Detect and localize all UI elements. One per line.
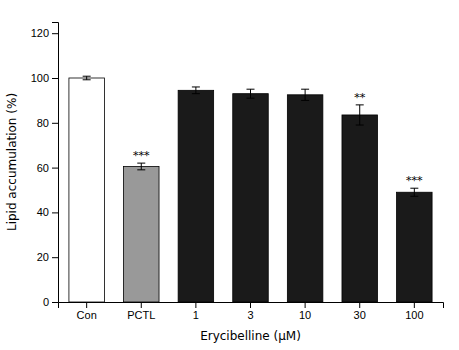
bar (233, 94, 268, 302)
x-tick: 1 (193, 302, 199, 321)
y-tick-label: 20 (37, 251, 49, 263)
error-bar-cap (356, 104, 364, 105)
x-tick: Con (77, 302, 97, 321)
y-tick: 0 (43, 296, 58, 308)
y-tick: 100 (31, 72, 58, 84)
error-bar-cap (247, 98, 255, 99)
x-tick-label: 100 (405, 309, 423, 321)
x-tick-label: 1 (193, 309, 199, 321)
significance-label: *** (406, 174, 423, 187)
y-axis-title: Lipid accumulation (%) (5, 93, 19, 231)
error-bar (247, 89, 255, 98)
error-bar-cap (301, 100, 309, 101)
y-tick-label: 0 (43, 296, 49, 308)
x-tick: 3 (247, 302, 253, 321)
y-tick-mark (52, 78, 58, 79)
error-bar-cap (301, 89, 309, 90)
significance-label: *** (133, 149, 150, 162)
x-tick-mark (250, 302, 251, 308)
x-tick-label: 30 (354, 309, 366, 321)
bar (178, 90, 213, 302)
y-axis: 0 20 40 60 80 100 120 (31, 23, 59, 309)
plot-area: 020406080100120ConPCTL131030100******** (31, 23, 444, 321)
y-tick-label: 40 (37, 206, 49, 218)
x-tick-mark (414, 302, 415, 308)
error-bar-stem (414, 188, 415, 196)
error-bar-stem (359, 105, 360, 125)
y-tick: 120 (31, 27, 58, 39)
x-axis-line (59, 303, 444, 309)
x-tick: 100 (405, 302, 423, 321)
y-tick-mark (52, 123, 58, 124)
error-bar-cap (247, 89, 255, 90)
bar (124, 166, 159, 302)
y-tick: 60 (37, 162, 58, 174)
error-bar (356, 105, 364, 125)
error-bar (410, 188, 418, 196)
x-axis-title: Erycibelline (μM) (200, 329, 301, 343)
chart-svg: 020406080100120ConPCTL131030100********E… (0, 0, 459, 350)
x-tick-mark (305, 302, 306, 308)
error-bar-cap (83, 76, 91, 77)
error-bar-cap (410, 188, 418, 189)
x-tick-mark (195, 302, 196, 308)
annotations: ******** (133, 91, 423, 187)
error-bar (301, 89, 309, 100)
x-tick-label: 3 (247, 309, 253, 321)
bar (397, 192, 432, 302)
y-tick-mark (52, 257, 58, 258)
x-tick-label: PCTL (127, 309, 155, 321)
error-bar-cap (83, 79, 91, 80)
error-bar-cap (137, 163, 145, 164)
y-tick-mark (52, 168, 58, 169)
y-tick-mark (52, 302, 58, 303)
bar (69, 78, 104, 302)
y-tick: 80 (37, 117, 58, 129)
error-bar-cap (192, 86, 200, 87)
y-tick-mark (52, 33, 58, 34)
y-tick: 40 (37, 206, 58, 218)
error-bar-cap (137, 169, 145, 170)
x-tick-mark (141, 302, 142, 308)
chart-container: 020406080100120ConPCTL131030100********E… (0, 0, 459, 350)
error-bar (83, 76, 91, 80)
bar (287, 95, 322, 302)
x-tick: PCTL (127, 302, 155, 321)
y-tick-label: 120 (31, 27, 49, 39)
x-tick-label: Con (77, 309, 97, 321)
error-bar-cap (410, 196, 418, 197)
y-tick-label: 80 (37, 117, 49, 129)
x-tick-label: 10 (299, 309, 311, 321)
error-bar (192, 87, 200, 94)
bar (342, 115, 377, 302)
x-tick: 10 (299, 302, 311, 321)
y-tick: 20 (37, 251, 58, 263)
x-axis: Con PCTL 1 3 10 30 100 (59, 302, 444, 321)
error-bar-stem (195, 87, 196, 94)
error-bar-stem (250, 89, 251, 98)
error-bar-stem (86, 76, 87, 80)
error-bar-stem (305, 89, 306, 100)
x-tick: 30 (354, 302, 366, 321)
x-tick-mark (359, 302, 360, 308)
error-bar (137, 163, 145, 170)
y-tick-mark (52, 212, 58, 213)
error-bar-cap (192, 93, 200, 94)
error-bar-stem (141, 163, 142, 170)
x-tick-mark (86, 302, 87, 308)
y-axis-line (52, 23, 59, 303)
error-bar-cap (356, 125, 364, 126)
significance-label: ** (354, 91, 366, 104)
y-tick-label: 100 (31, 72, 49, 84)
marks (69, 76, 432, 302)
y-tick-label: 60 (37, 162, 49, 174)
